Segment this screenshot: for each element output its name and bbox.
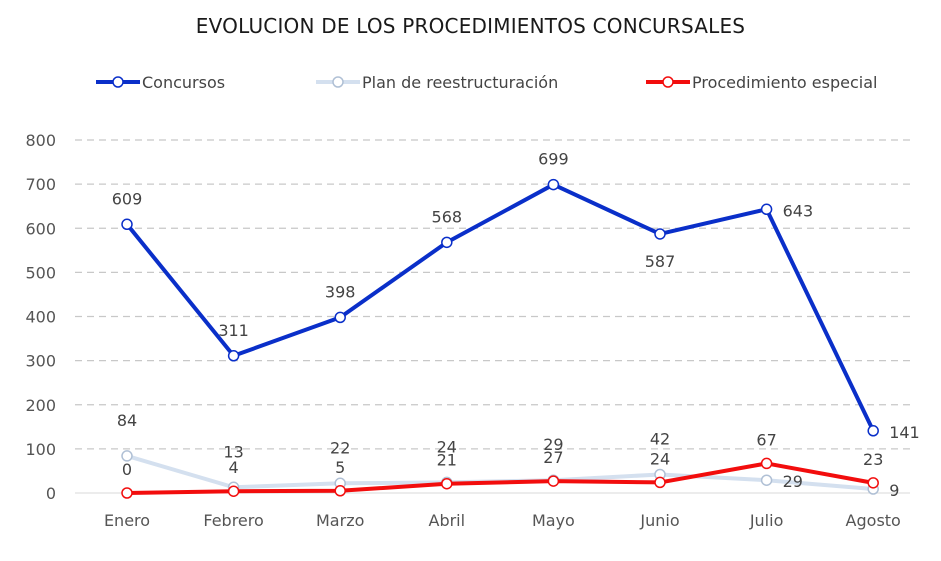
data-label-procedimiento-especial: 21 — [437, 451, 457, 470]
legend-item-plan-de-reestructuracion[interactable]: Plan de reestructuración — [316, 72, 558, 92]
legend-item-procedimiento-especial[interactable]: Procedimiento especial — [646, 72, 877, 92]
legend-marker-plan-de-reestructuracion — [316, 76, 360, 88]
y-tick-label: 500 — [25, 263, 56, 282]
y-tick-label: 700 — [25, 175, 56, 194]
data-point-concursos — [334, 311, 346, 324]
data-point-concursos — [121, 218, 133, 231]
y-tick-label: 800 — [25, 131, 56, 150]
data-point-procedimiento-especial — [547, 475, 560, 487]
data-label-plan-de-reestructuracion: 24 — [437, 437, 457, 456]
data-point-procedimiento-especial — [227, 485, 240, 497]
data-label-procedimiento-especial: 4 — [229, 458, 239, 477]
y-tick-label: 600 — [25, 219, 56, 238]
series-line-concursos — [125, 182, 876, 433]
data-label-plan-de-reestructuracion: 42 — [650, 429, 670, 448]
data-point-procedimiento-especial — [334, 485, 346, 497]
data-label-concursos: 643 — [783, 201, 814, 220]
data-label-concursos: 587 — [645, 252, 676, 271]
data-label-plan-de-reestructuracion: 29 — [783, 472, 803, 491]
legend: Concursos Plan de reestructuración Proce… — [0, 72, 941, 98]
data-label-procedimiento-especial: 27 — [543, 448, 563, 467]
legend-item-concursos[interactable]: Concursos — [96, 72, 225, 92]
data-label-concursos: 141 — [889, 423, 920, 442]
data-point-plan-de-reestructuracion — [760, 474, 773, 486]
data-point-plan-de-reestructuracion — [121, 450, 133, 462]
y-tick-label: 0 — [46, 484, 56, 503]
data-label-concursos: 398 — [325, 282, 356, 301]
data-label-procedimiento-especial: 0 — [122, 460, 132, 479]
data-point-concursos — [867, 425, 879, 437]
data-label-plan-de-reestructuracion: 84 — [117, 411, 137, 430]
legend-marker-procedimiento-especial — [646, 76, 690, 88]
data-point-concursos — [441, 236, 453, 249]
y-tick-label: 100 — [25, 440, 56, 459]
data-point-procedimiento-especial — [654, 476, 666, 489]
data-label-plan-de-reestructuracion: 9 — [889, 481, 899, 500]
data-point-concursos — [547, 178, 560, 191]
data-label-concursos: 568 — [432, 207, 463, 226]
legend-label-plan-de-reestructuracion: Plan de reestructuración — [362, 72, 559, 92]
series-line-procedimiento-especial — [125, 461, 876, 495]
data-label-concursos: 699 — [538, 150, 569, 169]
data-label-procedimiento-especial: 24 — [650, 449, 670, 468]
data-label-plan-de-reestructuracion: 29 — [543, 435, 563, 454]
data-point-concursos — [227, 350, 240, 362]
x-tick-label: Abril — [429, 511, 466, 530]
x-tick-label: Febrero — [203, 511, 263, 530]
y-tick-label: 200 — [25, 396, 56, 415]
y-tick-label: 300 — [25, 352, 56, 371]
data-point-procedimiento-especial — [121, 487, 133, 499]
data-label-procedimiento-especial: 67 — [756, 430, 776, 449]
data-label-procedimiento-especial: 5 — [335, 458, 345, 477]
data-point-procedimiento-especial — [760, 457, 773, 470]
x-tick-label: Agosto — [846, 511, 901, 530]
legend-marker-concursos — [96, 76, 140, 88]
data-point-concursos — [654, 228, 666, 240]
data-label-plan-de-reestructuracion: 13 — [223, 442, 243, 461]
x-tick-label: Enero — [104, 511, 150, 530]
data-label-procedimiento-especial: 23 — [863, 450, 883, 469]
x-tick-label: Julio — [749, 511, 784, 530]
data-point-procedimiento-especial — [867, 477, 879, 489]
x-tick-label: Mayo — [532, 511, 575, 530]
legend-label-procedimiento-especial: Procedimiento especial — [692, 72, 878, 92]
x-tick-label: Junio — [639, 511, 679, 530]
data-point-concursos — [760, 203, 773, 216]
data-label-plan-de-reestructuracion: 22 — [330, 438, 350, 457]
y-tick-label: 400 — [25, 308, 56, 327]
chart-title: EVOLUCION DE LOS PROCEDIMIENTOS CONCURSA… — [195, 14, 746, 38]
x-tick-label: Marzo — [316, 511, 364, 530]
data-label-concursos: 311 — [218, 321, 249, 340]
data-label-concursos: 609 — [112, 189, 143, 208]
legend-label-concursos: Concursos — [142, 72, 226, 92]
data-point-procedimiento-especial — [441, 477, 453, 490]
